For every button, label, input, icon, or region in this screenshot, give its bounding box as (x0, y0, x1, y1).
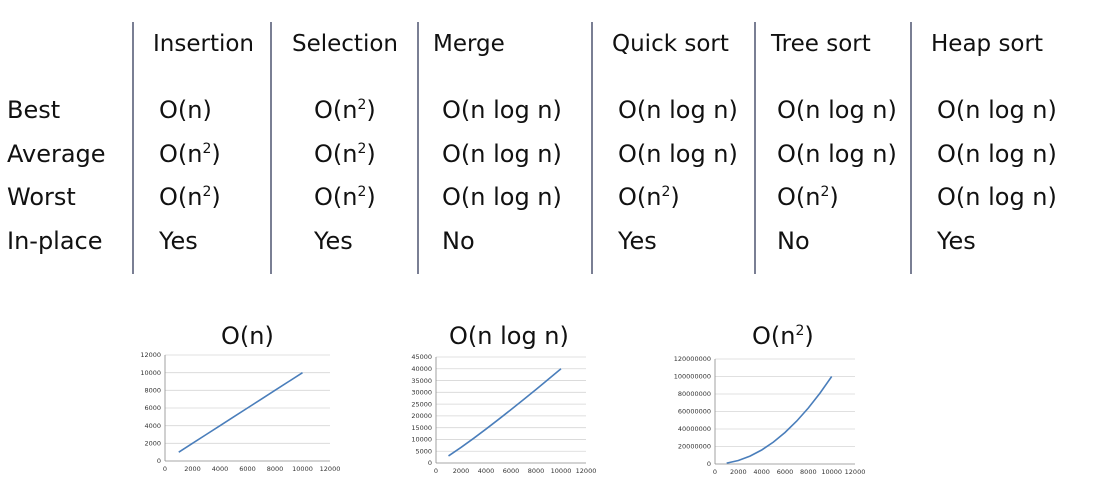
complexity-cell: O(n2) (314, 183, 376, 211)
x-tick-label: 2000 (184, 465, 201, 473)
y-tick-label: 35000 (411, 377, 432, 385)
y-tick-label: 12000 (140, 351, 161, 359)
complexity-cell: O(n2) (159, 140, 221, 168)
column-divider (132, 22, 134, 274)
y-tick-label: 100000000 (674, 373, 711, 381)
x-tick-label: 0 (163, 465, 167, 473)
y-tick-label: 8000 (144, 387, 161, 395)
chart-title: O(n) (221, 322, 274, 350)
column-divider (910, 22, 912, 274)
y-tick-label: 2000 (144, 440, 161, 448)
chart-title: O(n log n) (449, 322, 569, 350)
x-tick-label: 6000 (503, 467, 520, 475)
y-tick-label: 40000 (411, 365, 432, 373)
y-tick-label: 20000000 (678, 443, 711, 451)
complexity-cell: O(n log n) (442, 96, 562, 124)
x-tick-label: 8000 (528, 467, 545, 475)
y-tick-label: 0 (428, 459, 432, 467)
complexity-cell: Yes (314, 227, 353, 255)
x-tick-label: 0 (434, 467, 438, 475)
x-tick-label: 8000 (267, 465, 284, 473)
column-header: Tree sort (771, 31, 871, 57)
y-tick-label: 5000 (415, 447, 432, 455)
y-tick-label: 10000 (140, 369, 161, 377)
y-tick-label: 0 (707, 460, 711, 468)
column-header: Insertion (153, 31, 255, 57)
y-tick-label: 6000 (144, 404, 161, 412)
complexity-cell: O(n log n) (937, 183, 1057, 211)
column-header: Selection (292, 31, 398, 57)
complexity-cell: No (777, 227, 810, 255)
column-header: Quick sort (612, 31, 729, 57)
complexity-cell: O(n) (159, 96, 212, 124)
series-line (726, 376, 833, 464)
complexity-cell: Yes (159, 227, 198, 255)
y-tick-label: 15000 (411, 424, 432, 432)
complexity-cell: O(n log n) (442, 183, 562, 211)
y-tick-label: 45000 (411, 353, 432, 361)
complexity-cell: O(n log n) (618, 140, 738, 168)
column-header: Merge (433, 31, 505, 57)
x-tick-label: 4000 (753, 468, 770, 476)
complexity-cell: O(n2) (314, 140, 376, 168)
complexity-cell: O(n log n) (777, 96, 897, 124)
x-tick-label: 4000 (212, 465, 229, 473)
x-tick-label: 2000 (730, 468, 747, 476)
complexity-cell: Yes (937, 227, 976, 255)
column-divider (754, 22, 756, 274)
x-tick-label: 10000 (821, 468, 842, 476)
y-tick-label: 80000000 (678, 390, 711, 398)
complexity-cell: O(n log n) (937, 96, 1057, 124)
row-label: Worst (7, 183, 76, 211)
x-tick-label: 12000 (320, 465, 341, 473)
column-header: Heap sort (931, 31, 1043, 57)
x-tick-label: 10000 (551, 467, 572, 475)
complexity-cell: Yes (618, 227, 657, 255)
y-tick-label: 25000 (411, 400, 432, 408)
complexity-cell: O(n2) (314, 96, 376, 124)
column-divider (417, 22, 419, 274)
series-line (448, 368, 562, 457)
x-tick-label: 4000 (478, 467, 495, 475)
x-tick-label: 10000 (292, 465, 313, 473)
x-tick-label: 12000 (845, 468, 866, 476)
column-divider (270, 22, 272, 274)
y-tick-label: 60000000 (678, 408, 711, 416)
column-divider (591, 22, 593, 274)
y-tick-label: 40000000 (678, 425, 711, 433)
x-tick-label: 8000 (800, 468, 817, 476)
chart-title: O(n2) (752, 322, 814, 350)
x-tick-label: 12000 (576, 467, 597, 475)
complexity-cell: No (442, 227, 475, 255)
x-tick-label: 6000 (777, 468, 794, 476)
row-label: Best (7, 96, 61, 124)
y-tick-label: 20000 (411, 412, 432, 420)
complexity-cell: O(n log n) (442, 140, 562, 168)
y-tick-label: 120000000 (674, 355, 711, 363)
x-tick-label: 6000 (239, 465, 256, 473)
complexity-cell: O(n log n) (777, 140, 897, 168)
y-tick-label: 0 (157, 457, 161, 465)
y-tick-label: 10000 (411, 436, 432, 444)
x-tick-label: 0 (713, 468, 717, 476)
y-tick-label: 4000 (144, 422, 161, 430)
complexity-cell: O(n log n) (937, 140, 1057, 168)
y-tick-label: 30000 (411, 389, 432, 397)
row-label: Average (7, 140, 106, 168)
complexity-cell: O(n2) (159, 183, 221, 211)
row-label: In-place (7, 227, 103, 255)
complexity-cell: O(n2) (777, 183, 839, 211)
complexity-cell: O(n log n) (618, 96, 738, 124)
complexity-cell: O(n2) (618, 183, 680, 211)
series-line (178, 371, 303, 453)
x-tick-label: 2000 (453, 467, 470, 475)
